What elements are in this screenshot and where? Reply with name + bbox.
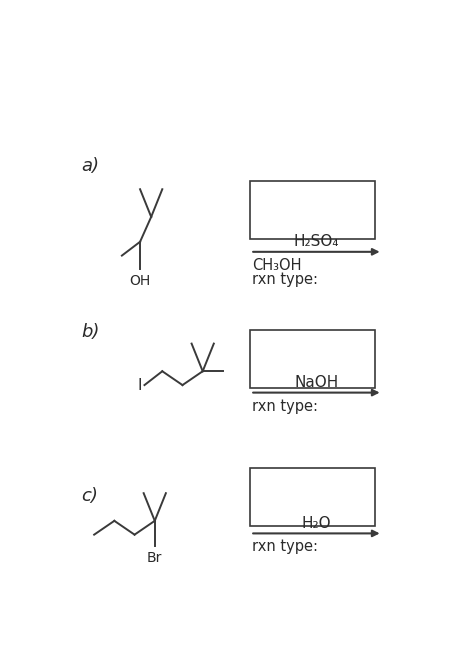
Text: b): b) (82, 323, 100, 342)
Text: NaOH: NaOH (294, 375, 338, 390)
Text: OH: OH (129, 274, 151, 289)
Text: I: I (138, 377, 142, 392)
Text: c): c) (82, 486, 98, 505)
Text: a): a) (82, 157, 99, 176)
Text: rxn type:: rxn type: (252, 398, 318, 413)
Text: rxn type:: rxn type: (252, 272, 318, 287)
Bar (250, 468, 375, 526)
Text: rxn type:: rxn type: (252, 539, 318, 554)
Bar (250, 330, 375, 388)
Bar (250, 182, 375, 239)
Text: H₂O: H₂O (301, 516, 331, 531)
Text: H₂SO₄: H₂SO₄ (294, 234, 339, 249)
Text: Br: Br (147, 550, 163, 565)
Text: CH₃OH: CH₃OH (252, 258, 301, 273)
